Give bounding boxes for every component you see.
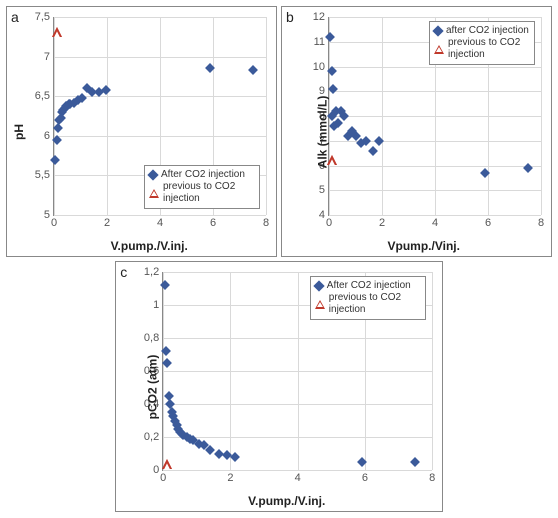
y-tick-label: 11 — [314, 36, 325, 48]
x-axis-label: V.pump./V.inj. — [248, 494, 325, 508]
y-axis-label: Alk (mmol/L) — [315, 95, 329, 168]
x-axis-label: V.pump./V.inj. — [111, 239, 188, 253]
legend-label: previous to CO2 injection — [448, 37, 530, 61]
y-axis-label: pH — [12, 124, 26, 140]
x-tick-label: 8 — [538, 217, 544, 229]
triangle-icon — [149, 189, 159, 198]
chart-b: 45678910111202468after CO2 injectionprev… — [281, 6, 552, 257]
y-tick-label: 7,5 — [35, 11, 50, 23]
plot-area: 45678910111202468after CO2 injectionprev… — [328, 17, 541, 216]
data-point — [160, 280, 170, 290]
y-tick-label: 5 — [44, 209, 50, 221]
x-tick-label: 2 — [104, 217, 110, 229]
panel-label: c — [120, 264, 127, 280]
data-point — [523, 163, 533, 173]
y-tick-label: 5,5 — [35, 169, 50, 181]
legend-item-after: after CO2 injection — [434, 25, 530, 37]
plot-area: 00,20,40,60,811,202468After CO2 injectio… — [162, 272, 432, 471]
legend-item-prev: previous to CO2 injection — [315, 292, 421, 316]
x-tick-label: 6 — [210, 217, 216, 229]
data-point — [368, 146, 378, 156]
x-tick-label: 8 — [429, 472, 435, 484]
triangle-icon — [315, 300, 325, 309]
legend-label: After CO2 injection — [327, 280, 411, 292]
panel-label: a — [11, 9, 19, 25]
y-tick-label: 6 — [44, 130, 50, 142]
panel-label: b — [286, 9, 294, 25]
legend-label: previous to CO2 injection — [163, 181, 255, 205]
panel-b: 45678910111202468after CO2 injectionprev… — [281, 6, 552, 257]
legend-label: After CO2 injection — [161, 169, 245, 181]
legend-item-after: After CO2 injection — [149, 169, 255, 181]
triangle-icon — [434, 45, 444, 54]
x-tick-label: 6 — [485, 217, 491, 229]
x-tick-label: 2 — [379, 217, 385, 229]
y-axis-label: pCO2 (atm) — [146, 354, 160, 419]
legend-item-prev: previous to CO2 injection — [434, 37, 530, 61]
x-tick-label: 0 — [160, 472, 166, 484]
panel-a: 55,566,577,502468After CO2 injectionprev… — [6, 6, 277, 257]
data-point — [410, 457, 420, 467]
y-tick-label: 4 — [319, 209, 325, 221]
x-tick-label: 4 — [295, 472, 301, 484]
data-point — [231, 452, 241, 462]
data-point — [248, 65, 258, 75]
y-tick-label: 5 — [319, 184, 325, 196]
panel-c: 00,20,40,60,811,202468After CO2 injectio… — [6, 261, 552, 512]
x-axis-label: Vpump./Vinj. — [388, 239, 460, 253]
x-tick-label: 4 — [432, 217, 438, 229]
y-tick-label: 10 — [313, 61, 325, 73]
y-tick-label: 1 — [153, 299, 159, 311]
x-tick-label: 2 — [227, 472, 233, 484]
legend-label: after CO2 injection — [446, 25, 529, 37]
x-tick-label: 0 — [51, 217, 57, 229]
plot-area: 55,566,577,502468After CO2 injectionprev… — [53, 17, 266, 216]
y-tick-label: 0,8 — [144, 332, 159, 344]
y-tick-label: 7 — [44, 51, 50, 63]
chart-c: 00,20,40,60,811,202468After CO2 injectio… — [115, 261, 443, 512]
diamond-icon — [313, 280, 324, 291]
chart-a: 55,566,577,502468After CO2 injectionprev… — [6, 6, 277, 257]
diamond-icon — [432, 25, 443, 36]
legend: After CO2 injectionprevious to CO2 injec… — [144, 165, 260, 209]
legend-label: previous to CO2 injection — [329, 292, 421, 316]
legend: After CO2 injectionprevious to CO2 injec… — [310, 276, 426, 320]
y-tick-label: 1,2 — [144, 266, 159, 278]
data-point — [325, 32, 335, 42]
x-tick-label: 8 — [263, 217, 269, 229]
y-tick-label: 6,5 — [35, 90, 50, 102]
data-point — [50, 155, 60, 165]
diamond-icon — [147, 169, 158, 180]
y-tick-label: 0,2 — [144, 431, 159, 443]
x-tick-label: 6 — [362, 472, 368, 484]
x-tick-label: 0 — [326, 217, 332, 229]
x-tick-label: 4 — [157, 217, 163, 229]
legend-item-after: After CO2 injection — [315, 280, 421, 292]
legend-item-prev: previous to CO2 injection — [149, 181, 255, 205]
legend: after CO2 injectionprevious to CO2 injec… — [429, 21, 535, 65]
y-tick-label: 12 — [313, 11, 325, 23]
y-tick-label: 0 — [153, 464, 159, 476]
